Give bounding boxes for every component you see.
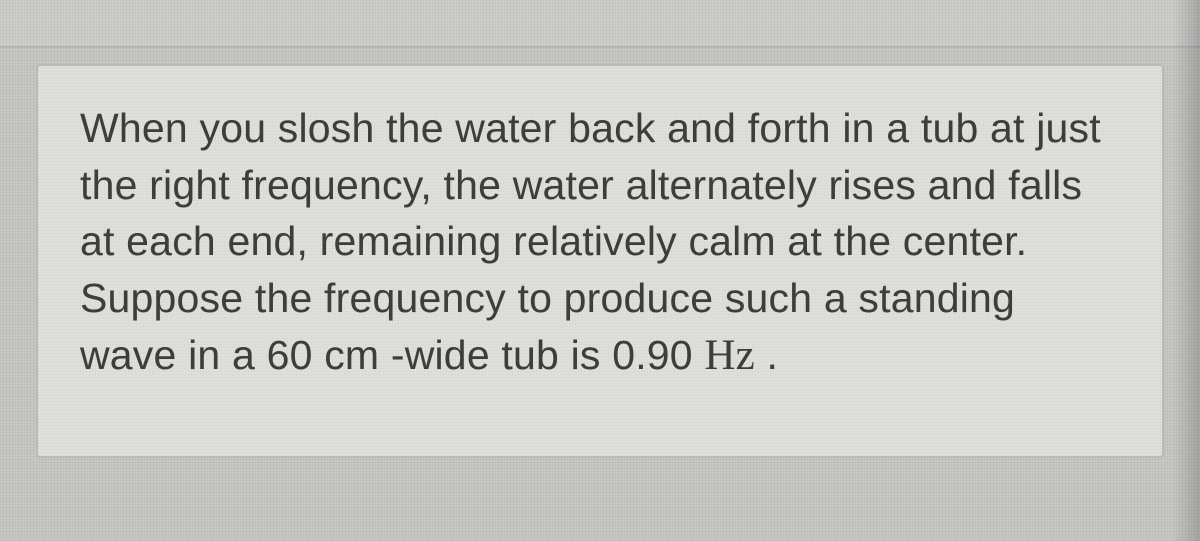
screen-edge-shadow: [1172, 0, 1200, 541]
problem-text: When you slosh the water back and forth …: [80, 100, 1120, 386]
unit-hz: Hz: [704, 332, 755, 379]
problem-text-main: When you slosh the water back and forth …: [80, 105, 1101, 378]
header-region: [0, 0, 1200, 48]
problem-text-suffix: .: [755, 332, 778, 378]
problem-card: When you slosh the water back and forth …: [36, 64, 1164, 458]
